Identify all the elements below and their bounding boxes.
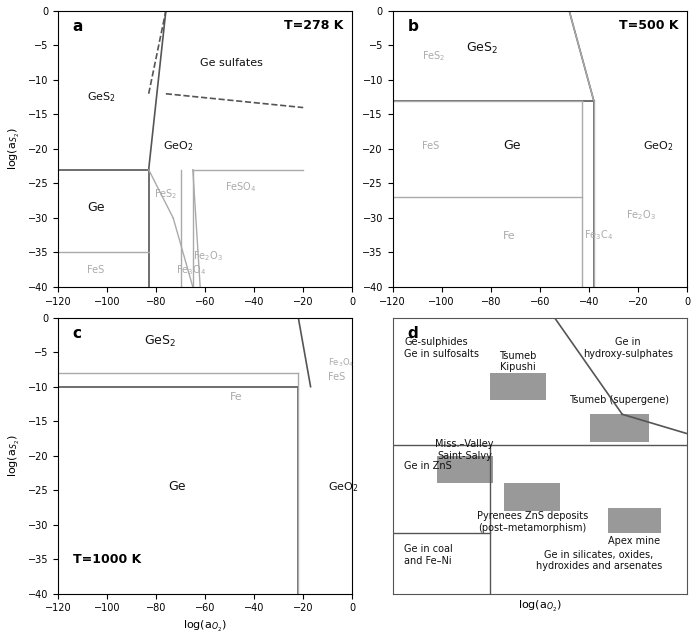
Text: Apex mine: Apex mine [608,536,660,545]
Text: Fe$_3$O$_4$: Fe$_3$O$_4$ [328,357,354,369]
Y-axis label: log(a$_{S_2}$): log(a$_{S_2}$) [7,435,22,477]
Text: FeSO$_4$: FeSO$_4$ [224,180,256,194]
Text: FeS: FeS [87,265,105,275]
Y-axis label: log(a$_{S_2}$): log(a$_{S_2}$) [7,128,22,171]
Text: Ge in coal
and Fe–Ni: Ge in coal and Fe–Ni [404,544,453,565]
Text: Fe$_3$O$_4$: Fe$_3$O$_4$ [176,263,206,277]
Text: b: b [407,19,418,34]
Text: Ge sulfates: Ge sulfates [200,58,263,68]
Bar [437,456,493,483]
Text: Tsumeb
Kipushi: Tsumeb Kipushi [499,351,537,372]
Text: Ge-sulphides
Ge in sulfosalts: Ge-sulphides Ge in sulfosalts [404,337,480,358]
Bar [490,373,546,401]
Text: Fe: Fe [503,231,516,240]
Text: T=1000 K: T=1000 K [72,553,141,566]
Text: GeO$_2$: GeO$_2$ [328,480,358,494]
Text: GeS$_2$: GeS$_2$ [87,90,116,104]
Text: FeS: FeS [422,141,439,151]
Text: Ge in ZnS: Ge in ZnS [404,462,452,471]
Text: Fe$_3$C$_4$: Fe$_3$C$_4$ [584,229,613,242]
Bar [505,483,560,511]
Text: c: c [72,326,82,341]
Text: Pyrenees ZnS deposits
(post–metamorphism): Pyrenees ZnS deposits (post–metamorphism… [477,511,588,533]
Text: Fe: Fe [229,392,243,403]
Text: Miss.–Valley
Saint-Salvy: Miss.–Valley Saint-Salvy [436,439,494,461]
Text: a: a [72,19,83,34]
X-axis label: log(a$_{O_2}$): log(a$_{O_2}$) [183,619,227,634]
Text: FeS$_2$: FeS$_2$ [153,187,177,201]
Text: d: d [407,326,418,341]
Text: FeS$_2$: FeS$_2$ [422,49,445,63]
Text: Ge: Ge [503,139,521,152]
Text: Ge in silicates, oxides,
hydroxides and arsenates: Ge in silicates, oxides, hydroxides and … [535,549,662,571]
Text: GeO$_2$: GeO$_2$ [163,139,194,153]
Text: Fe$_2$O$_3$: Fe$_2$O$_3$ [626,208,656,222]
Text: GeO$_2$: GeO$_2$ [643,139,673,153]
Text: Ge: Ge [87,201,105,214]
Text: FeS: FeS [328,372,345,382]
Text: Tsumeb (supergene): Tsumeb (supergene) [569,395,669,405]
Text: GeS$_2$: GeS$_2$ [144,334,176,349]
Text: T=278 K: T=278 K [284,19,344,32]
Text: Fe$_2$O$_3$: Fe$_2$O$_3$ [193,249,223,263]
Text: T=500 K: T=500 K [619,19,678,32]
Text: GeS$_2$: GeS$_2$ [466,42,498,56]
Bar [608,508,661,533]
X-axis label: log(a$_{O_2}$): log(a$_{O_2}$) [518,599,562,614]
Text: Ge in
hydroxy-sulphates: Ge in hydroxy-sulphates [583,337,673,358]
Bar [590,414,649,442]
Text: Ge: Ge [168,480,186,493]
